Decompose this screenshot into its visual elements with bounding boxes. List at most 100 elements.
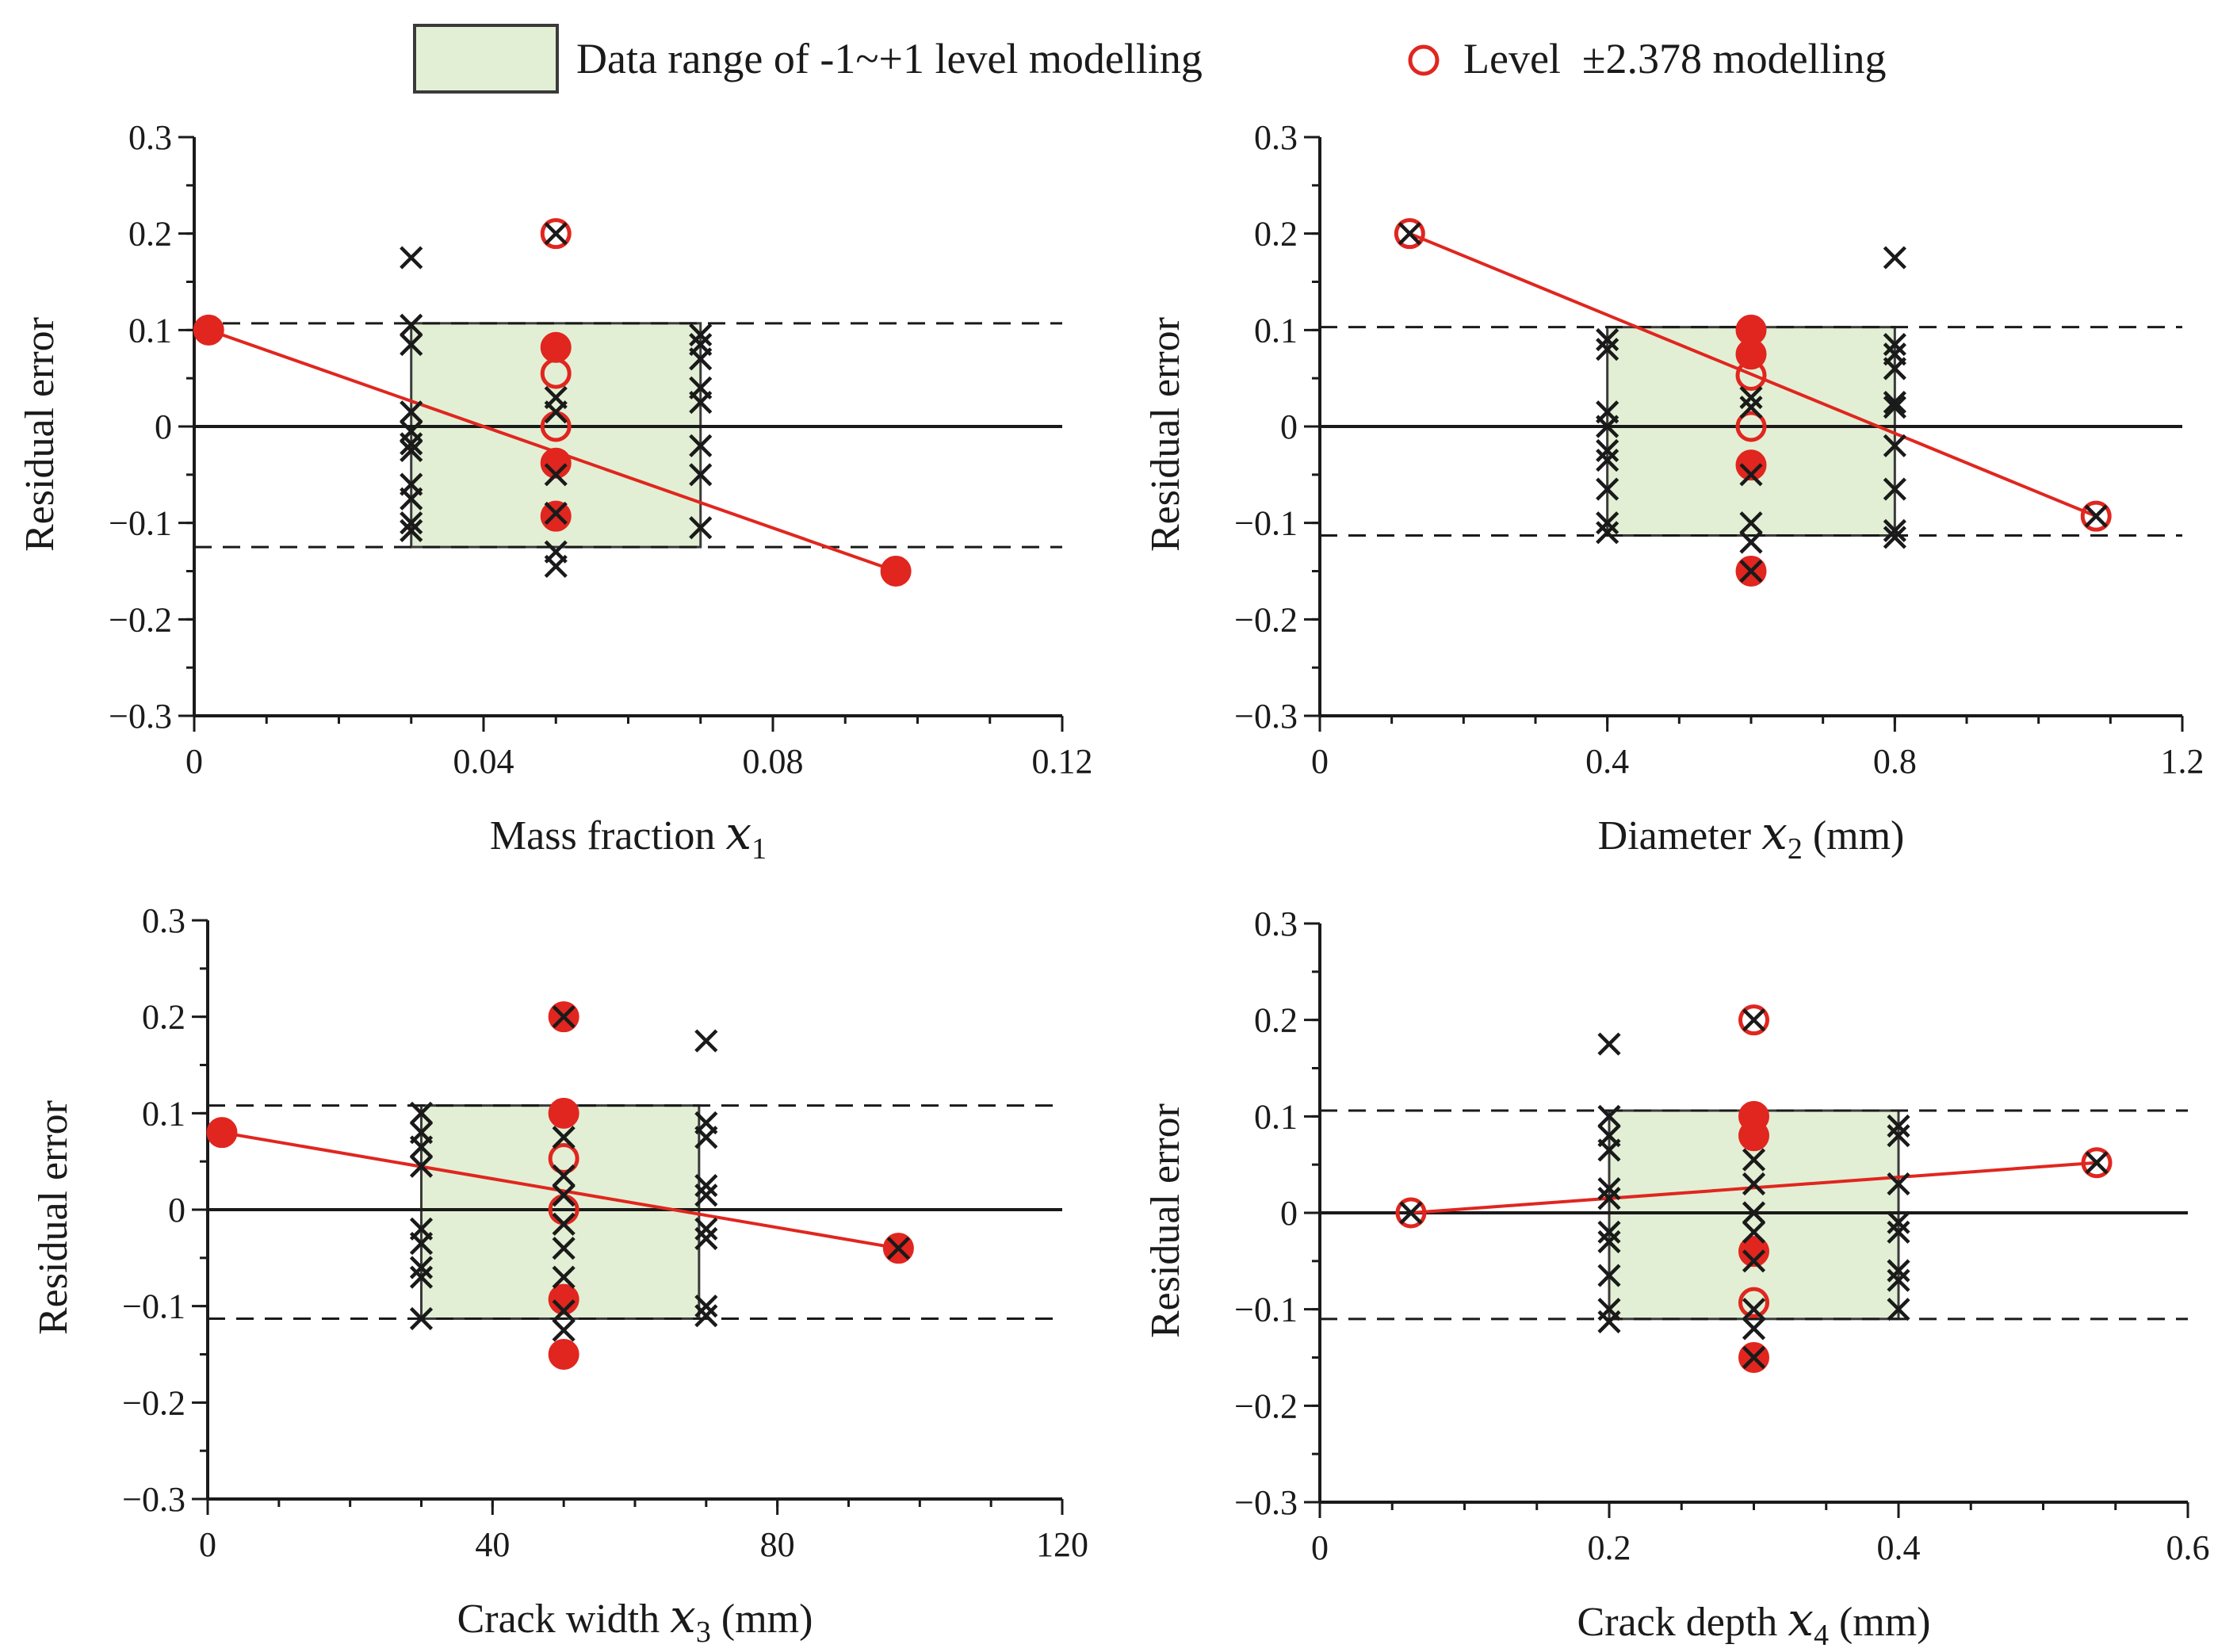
chart-x3-data-point [694, 1029, 718, 1053]
chart-x1-x-axis-label: Mass fraction x1 [490, 806, 767, 866]
chart-x2-y-tick-label: −0.2 [1234, 600, 1298, 639]
chart-x4-data-point [1597, 1104, 1621, 1128]
chart-x1-data-point [544, 501, 568, 526]
chart-x1-data-point [400, 432, 423, 456]
chart-x3-x-axis-unit: (mm) [711, 1597, 813, 1642]
chart-x1-data-point [689, 347, 713, 371]
chart-x3-data-point [694, 1226, 718, 1251]
chart-x4-data-point [1597, 1032, 1621, 1056]
chart-x4-y-tick-label: −0.3 [1234, 1483, 1298, 1522]
chart-x3-data-point [409, 1135, 434, 1159]
chart-x1-y-tick-label: 0 [155, 407, 172, 446]
chart-x1-x-axis-label-text: Mass fraction [490, 813, 725, 859]
chart-x3-data-point [409, 1101, 434, 1125]
legend: Data range of -1~+1 level modelling Leve… [413, 24, 1887, 94]
chart-x1-x-axis-subscript: 1 [751, 832, 767, 866]
chart-x1-y-tick-label: −0.1 [109, 504, 172, 543]
chart-x3-y-tick-label: 0.1 [142, 1094, 185, 1133]
chart-x1-data-point [689, 516, 713, 540]
chart-x4-data-point [1742, 1008, 1766, 1032]
chart-x1-data-point [400, 332, 423, 357]
chart-x3-data-point [694, 1126, 718, 1149]
chart-x3-data-point [409, 1231, 434, 1256]
chart-x2-data-point [1739, 396, 1763, 419]
chart-x3-data-point [552, 1299, 576, 1323]
chart-x4-data-point [1742, 1249, 1766, 1273]
chart-x1-x-tick-label: 0.08 [743, 742, 804, 781]
chart-x4-data-point [2085, 1151, 2109, 1175]
chart-x3-x-axis-subscript: 3 [696, 1616, 711, 1649]
chart-x2-data-point [1883, 357, 1906, 380]
chart-x3-x-tick-label: 0 [199, 1525, 216, 1564]
chart-x2-data-point [1883, 332, 1906, 357]
chart-x4-data-point [1887, 1124, 1910, 1148]
chart-x2-data-point [1883, 526, 1906, 549]
legend-level-marker [1408, 44, 1440, 76]
chart-x2-data-point [2084, 504, 2108, 528]
chart-x3-data-point [886, 1237, 910, 1260]
chart-x1-x-tick-label: 0 [185, 742, 203, 781]
chart-x2-data-point [1398, 222, 1421, 246]
chart-x1-data-point [689, 390, 713, 415]
chart-x3-x-tick-label: 40 [475, 1525, 510, 1564]
chart-x1-data-point [544, 400, 568, 424]
chart-x2-data-point [1596, 477, 1619, 501]
chart-x4-data-point [1887, 1210, 1910, 1234]
chart-x1-level-point [540, 331, 572, 363]
chart-x1-y-tick-label: 0.1 [128, 311, 172, 350]
chart-x4-data-point [1887, 1259, 1910, 1283]
chart-x1-data-point [400, 313, 423, 337]
chart-x4-data-point [1597, 1176, 1621, 1201]
chart-x1-data-point [400, 438, 423, 463]
chart-x3-x-tick-label: 120 [1036, 1525, 1088, 1564]
chart-x3-y-tick-label: −0.2 [122, 1383, 185, 1422]
chart-x3-data-point [409, 1154, 434, 1178]
chart-x3-x-axis-label: Crack width x3 (mm) [457, 1589, 813, 1649]
chart-x4-data-point [1742, 1201, 1766, 1225]
chart-x1-x-axis-variable: x [725, 806, 751, 860]
chart-x1-level-point [540, 218, 572, 250]
chart-x2-level-point [2080, 500, 2112, 532]
chart-x1-y-tick-label: 0.2 [128, 215, 172, 254]
chart-x3-data-point [552, 1318, 576, 1342]
chart-x3-level-point [548, 1339, 579, 1370]
chart-x3-data-point [552, 1184, 576, 1207]
chart-x4-x-tick-label: 0.4 [1877, 1528, 1921, 1567]
chart-x1-data-point [689, 434, 713, 457]
chart-x2-x-axis-subscript: 2 [1788, 832, 1803, 866]
chart-x2-data-point [1596, 415, 1619, 438]
chart-x2-data-point [1596, 338, 1619, 361]
chart-x2-data-point [1883, 396, 1906, 419]
chart-x4-x-axis-variable: x [1788, 1593, 1814, 1646]
chart-x2-y-axis-label: Residual error [1143, 317, 1188, 552]
chart-x2-x-tick-label: 0.8 [1873, 742, 1917, 781]
chart-x1-data-point [400, 511, 423, 535]
chart-x4-y-tick-label: 0.3 [1254, 904, 1298, 943]
chart-x4-data-point [1887, 1220, 1910, 1244]
chart-x4-level-point [1738, 1120, 1769, 1152]
chart-x4-y-tick-label: 0.2 [1254, 1001, 1298, 1040]
chart-x4-x-axis-label: Crack depth x4 (mm) [1577, 1593, 1931, 1652]
chart-x4-x-axis-unit: (mm) [1829, 1600, 1931, 1645]
chart-x4-data-point [1597, 1310, 1621, 1334]
chart-x2-y-tick-label: 0.1 [1254, 311, 1298, 350]
chart-x2-data-point [1596, 327, 1619, 352]
chart-x3-y-tick-label: 0 [168, 1191, 185, 1229]
chart-x3-y-tick-label: −0.1 [122, 1287, 185, 1326]
chart-x4-y-tick-label: 0.1 [1254, 1097, 1298, 1136]
chart-x1-data-point [544, 222, 568, 246]
chart-x4-data-point [1742, 1345, 1766, 1370]
chart-x2-data-point [1739, 511, 1763, 535]
chart-x3-data-point [694, 1184, 718, 1207]
chart-x1-x-tick-label: 0.12 [1032, 742, 1093, 781]
chart-x1-data-point [400, 518, 423, 542]
chart-x2-level-point [1735, 360, 1767, 392]
chart-x1-data-point [689, 323, 713, 347]
chart-x1-level-point [540, 500, 572, 532]
legend-range-label: Data range of -1~+1 level modelling [576, 35, 1203, 82]
chart-x3-data-point [694, 1304, 718, 1328]
panel-crack-width: 0 40 80 120 −0.3 −0.2 −0.1 0 0.1 0.2 0.3 Residual e… [31, 901, 1088, 1649]
chart-x4-y-axis-label: Residual error [1143, 1103, 1188, 1338]
chart-x4-data-point [1597, 1229, 1621, 1254]
chart-x2-data-point [1739, 530, 1763, 554]
